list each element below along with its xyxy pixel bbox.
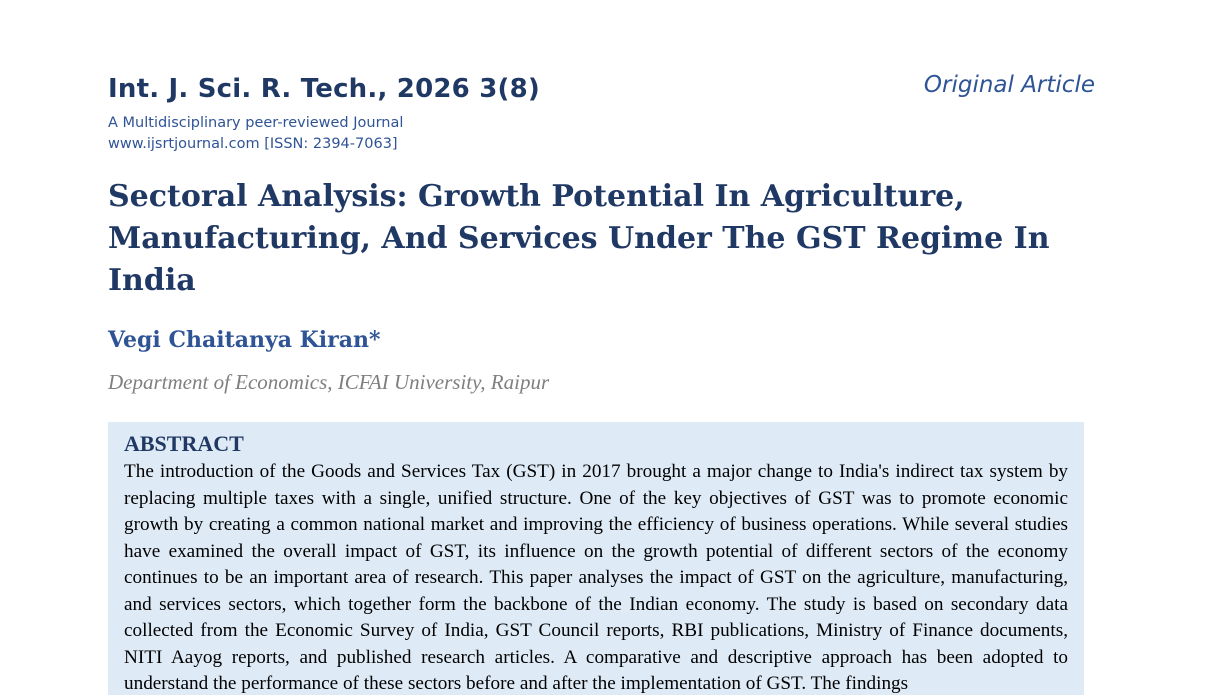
journal-title: Int. J. Sci. R. Tech., 2026 3(8) [108, 74, 540, 104]
paper-title: Sectoral Analysis: Growth Potential In A… [108, 179, 1050, 298]
abstract-text: The introduction of the Goods and Servic… [124, 461, 1068, 694]
journal-website-issn: www.ijsrtjournal.com [ISSN: 2394-7063] [108, 136, 398, 152]
author-affiliation: Department of Economics, ICFAI Universit… [108, 370, 550, 394]
abstract-heading: ABSTRACT [124, 431, 244, 456]
article-type-label: Original Article [923, 72, 1095, 98]
abstract-section: ABSTRACT The introduction of the Goods a… [108, 422, 1084, 695]
journal-subtitle: A Multidisciplinary peer-reviewed Journa… [108, 115, 404, 131]
author-name: Vegi Chaitanya Kiran* [108, 327, 381, 353]
